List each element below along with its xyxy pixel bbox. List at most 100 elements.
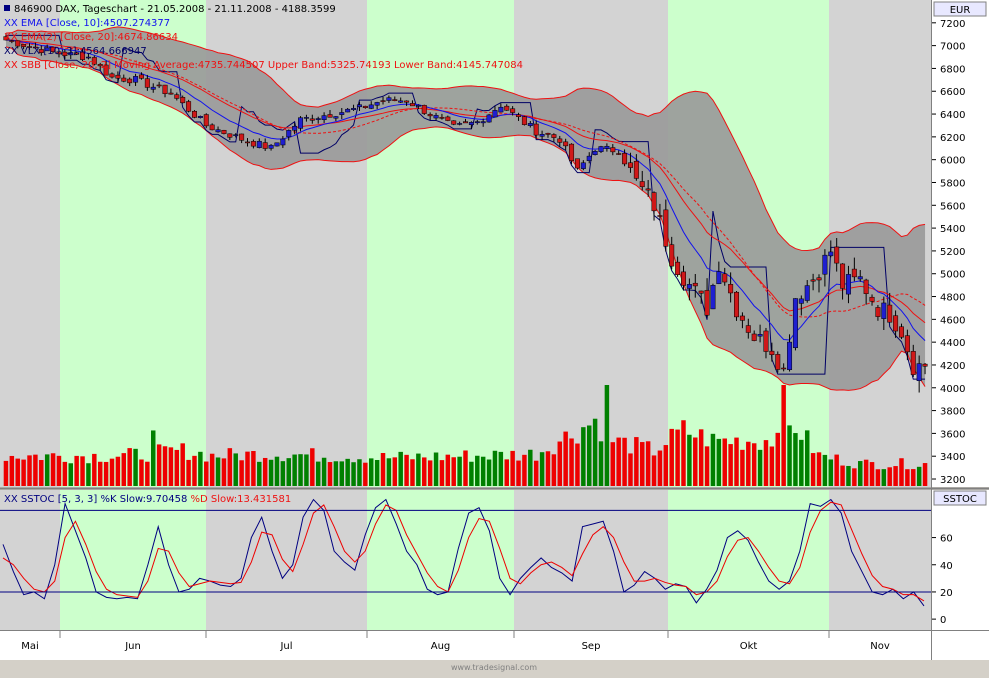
candle-body	[451, 120, 457, 125]
volume-bar	[604, 385, 610, 486]
candle-body	[822, 254, 828, 275]
legend-stoch[interactable]: XX SSTOC [5, 3, 3] %K Slow:9.70458 %D Sl…	[4, 494, 291, 505]
candle-body	[916, 363, 922, 381]
candle-body	[663, 209, 669, 247]
candle-body	[239, 133, 245, 141]
volume-bar	[115, 456, 121, 486]
candle-body	[675, 261, 681, 275]
candle-body	[751, 333, 757, 341]
volume-bar	[339, 461, 345, 486]
candle-body	[351, 108, 357, 110]
month-band	[668, 490, 829, 630]
volume-bar	[480, 456, 486, 486]
candle-body	[698, 290, 704, 294]
candle-body	[775, 354, 781, 370]
candle-body	[138, 74, 144, 79]
candle-body	[816, 277, 822, 281]
volume-bar	[204, 461, 209, 486]
stochastic-lines	[2, 498, 925, 607]
volume-bar	[74, 455, 79, 486]
volume-bar	[357, 459, 362, 486]
volume-bar	[869, 462, 875, 486]
candle-body	[74, 52, 80, 55]
volume-bar	[139, 459, 144, 486]
volume-bar	[180, 443, 185, 486]
candle-body	[56, 51, 62, 55]
candle-body	[80, 51, 86, 60]
legend-bollinger[interactable]: XX SBB [Close, 20, 2] Moving Average:473…	[4, 60, 523, 71]
volume-bar	[262, 457, 268, 486]
volume-bar	[439, 460, 445, 486]
volume-bar	[804, 430, 810, 486]
volume-bar	[392, 457, 398, 486]
volume-bar	[498, 451, 504, 486]
month-band	[829, 490, 931, 630]
candle-body	[309, 118, 315, 121]
candle-body	[722, 273, 728, 283]
price-tick-label: 7000	[940, 42, 965, 53]
volume-bar	[781, 385, 786, 486]
candle-body	[468, 122, 474, 125]
bollinger-moving-average-line	[5, 39, 926, 318]
currency-label: EUR	[950, 5, 971, 16]
volume-bar	[133, 448, 138, 486]
candle-body	[527, 123, 533, 126]
volume-bar	[610, 442, 616, 486]
candle-body	[144, 78, 150, 88]
candle-body	[616, 153, 622, 155]
candle-body	[728, 284, 734, 294]
candle-body	[404, 100, 410, 103]
candle-body	[186, 101, 192, 112]
bollinger-band	[5, 26, 926, 391]
volume-bar	[569, 438, 574, 486]
volume-bar	[522, 454, 527, 486]
candle-body	[704, 290, 710, 316]
candle-body	[398, 100, 404, 103]
candle-body	[197, 116, 203, 118]
month-band	[514, 0, 668, 487]
stoch-label-box	[933, 490, 987, 506]
volume-bar	[863, 459, 869, 486]
legend-ema20[interactable]: XX EMA(2) [Close, 20]:4674.86634	[4, 32, 178, 43]
candle-body	[38, 49, 44, 53]
volume-bar	[3, 460, 9, 486]
watermark: www.tradesignal.com	[451, 663, 537, 672]
candle-body	[457, 123, 463, 125]
price-tick-label: 4400	[940, 338, 965, 349]
candle-body	[869, 296, 875, 302]
stoch-tick-label: 40	[940, 561, 953, 572]
month-band	[367, 490, 514, 630]
volume-bar	[333, 461, 339, 486]
candle-body	[539, 134, 545, 137]
price-tick-label: 4600	[940, 315, 965, 326]
candle-body	[433, 115, 439, 119]
candle-body	[810, 279, 816, 282]
candle-body	[91, 57, 97, 65]
volume-bar	[68, 463, 73, 486]
volume-bar	[651, 455, 657, 486]
legend-stoch-d: %D Slow:13.431581	[187, 494, 291, 505]
volume-bar	[858, 461, 863, 486]
legend-vlx[interactable]: XX VLX [10, 3]:4564.666947	[4, 46, 147, 57]
volume-bars	[3, 385, 928, 486]
candle-body	[474, 121, 480, 124]
candle-body	[21, 44, 27, 47]
month-label: Nov	[870, 641, 890, 652]
candle-body	[681, 271, 686, 286]
candle-body	[321, 115, 327, 121]
candle-body	[592, 151, 598, 155]
volume-bar	[663, 445, 669, 486]
volume-bar	[39, 460, 44, 486]
ema20-line	[5, 39, 926, 324]
month-label: Sep	[582, 641, 601, 652]
legend-ema10[interactable]: XX EMA [Close, 10]:4507.274377	[4, 18, 170, 29]
candle-body	[887, 304, 893, 323]
volume-bar	[881, 469, 887, 486]
candle-body	[781, 367, 787, 370]
volume-bar	[586, 425, 592, 486]
volume-bar	[239, 460, 244, 486]
candle-body	[610, 147, 616, 153]
month-label: Jul	[279, 641, 292, 652]
